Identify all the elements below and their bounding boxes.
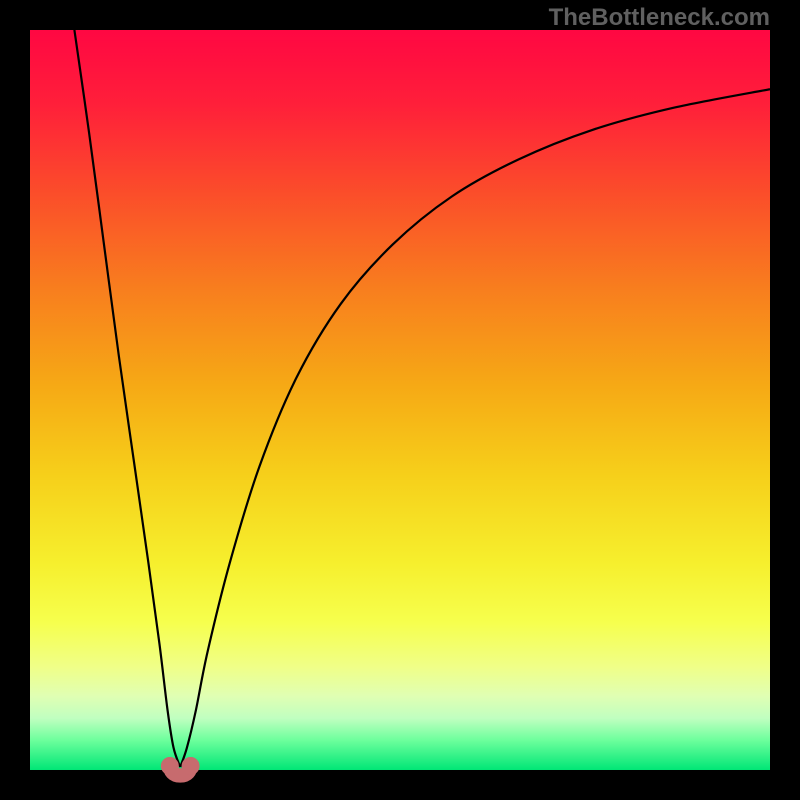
watermark-text: TheBottleneck.com [549, 4, 770, 32]
chart-root: TheBottleneck.com [0, 0, 800, 800]
min-marker-left [161, 757, 179, 775]
chart-svg [0, 0, 800, 800]
min-marker-right [182, 757, 200, 775]
